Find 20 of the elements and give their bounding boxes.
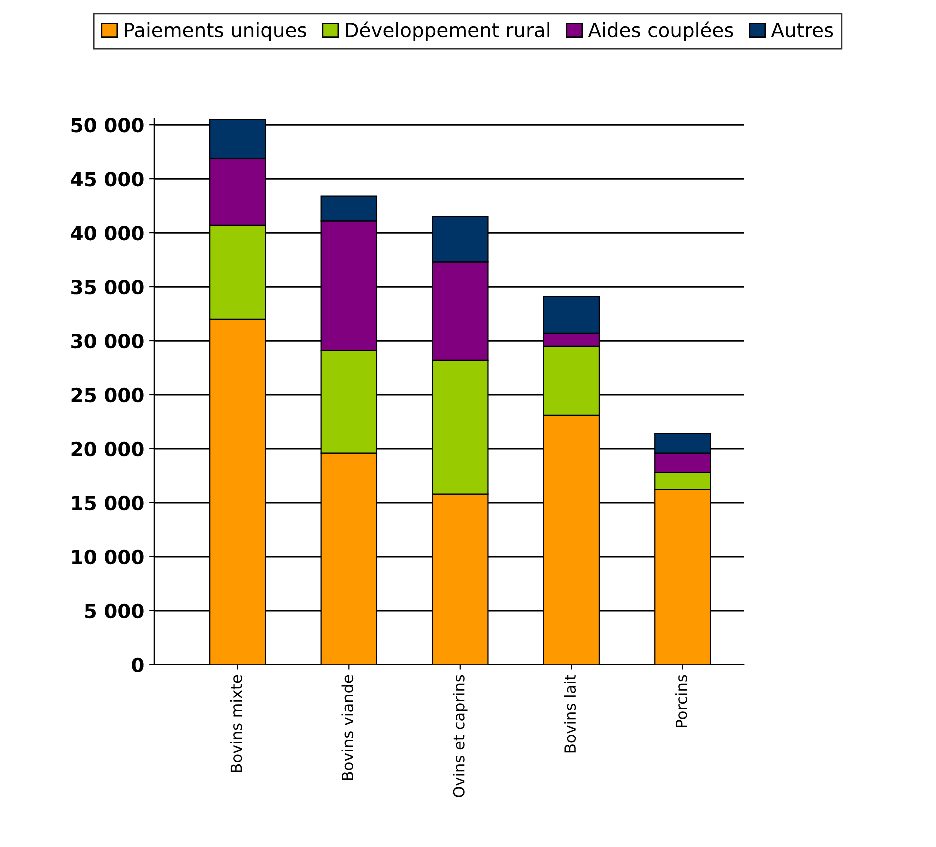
legend-label: Aides couplées <box>588 22 734 42</box>
y-tick-label: 5 000 <box>85 604 144 619</box>
y-tick-label: 10 000 <box>72 550 144 565</box>
x-tick-label: Bovins mixte <box>230 675 242 772</box>
y-tick-label: 15 000 <box>72 496 144 511</box>
y-tick-label: 0 <box>132 658 144 673</box>
legend-label: Développement rural <box>346 22 550 42</box>
y-tick-label: 45 000 <box>71 172 144 187</box>
y-tick-label: 40 000 <box>71 226 144 241</box>
y-tick-label: 50 000 <box>72 118 144 133</box>
y-tick-label: 25 000 <box>72 388 144 403</box>
legend-label: Paiements uniques <box>125 22 306 42</box>
legend-label: Autres <box>771 23 834 38</box>
y-tick-label: 20 000 <box>72 442 144 457</box>
y-tick-label: 35 000 <box>72 280 144 295</box>
y-tick-label: 30 000 <box>72 334 144 349</box>
x-tick-label: Bovins lait <box>564 674 576 753</box>
x-tick-label: Porcins <box>676 675 688 728</box>
x-tick-label: Ovins et caprins <box>453 675 468 798</box>
x-tick-label: Bovins viande <box>342 675 354 780</box>
